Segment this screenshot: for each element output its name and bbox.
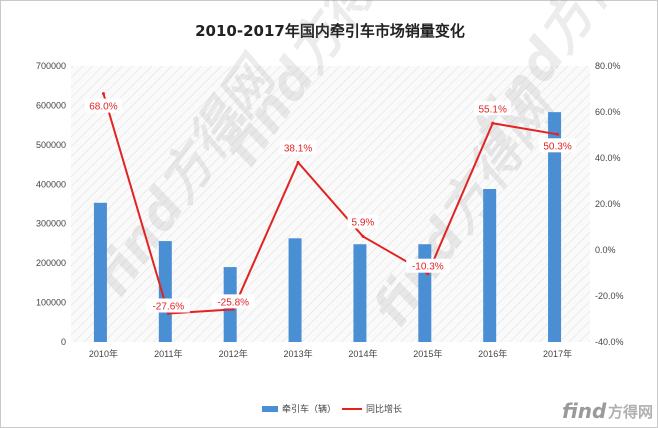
line-point xyxy=(166,311,170,315)
data-label-box xyxy=(146,298,190,313)
logo: find 方得网 xyxy=(562,399,653,423)
bar xyxy=(548,112,562,342)
data-label: -25.8% xyxy=(217,297,249,308)
data-label-box xyxy=(84,98,122,113)
right-tick-label: 60.0% xyxy=(595,107,621,117)
bar xyxy=(353,244,367,342)
right-tick-label: 40.0% xyxy=(595,153,621,163)
svg-text:find: find xyxy=(562,399,607,423)
data-labels: 68.0% -27.6% -25.8% 38.1% 5.9% -10.3% 55.1% 50.… xyxy=(84,98,577,313)
data-label: -27.6% xyxy=(152,301,184,312)
x-tick-label: 2014年 xyxy=(348,348,377,359)
data-label: 38.1% xyxy=(284,143,312,154)
bar xyxy=(483,189,497,342)
data-label: 50.3% xyxy=(543,141,571,152)
bar xyxy=(158,241,172,342)
x-axis: 2010年 2011年 2012年 2013年 2014年 2015年 2016年 2017年 xyxy=(89,348,572,359)
data-label: 5.9% xyxy=(352,217,375,228)
left-tick-label: 500000 xyxy=(36,140,66,150)
left-tick-label: 400000 xyxy=(36,179,66,189)
data-label-box xyxy=(347,214,379,229)
right-axis: -40.0% -20.0% 0.0% 20.0% 40.0% 60.0% 80.0% xyxy=(595,61,624,347)
data-label: -10.3% xyxy=(412,262,444,273)
data-label: 55.1% xyxy=(479,104,507,115)
line-point xyxy=(361,234,365,238)
line-point xyxy=(491,121,495,125)
right-tick-label: -20.0% xyxy=(595,291,624,301)
line-point xyxy=(296,160,300,164)
x-tick-label: 2016年 xyxy=(478,348,507,359)
left-tick-label: 200000 xyxy=(36,258,66,268)
x-tick-label: 2015年 xyxy=(413,348,442,359)
legend-label-line: 同比增长 xyxy=(366,403,402,415)
left-tick-label: 700000 xyxy=(36,61,66,71)
growth-line xyxy=(102,93,558,315)
right-tick-label: 20.0% xyxy=(595,199,621,209)
line-point xyxy=(426,272,430,276)
svg-text:方得网: 方得网 xyxy=(608,403,653,421)
x-tick-label: 2012年 xyxy=(219,348,248,359)
x-tick-label: 2013年 xyxy=(284,348,313,359)
bar xyxy=(93,202,107,342)
left-tick-label: 100000 xyxy=(36,298,66,308)
data-label-box xyxy=(406,258,450,273)
legend-swatch-bar xyxy=(262,406,278,412)
legend: 牵引车（辆） 同比增长 xyxy=(262,403,402,415)
left-tick-label: 0 xyxy=(61,337,66,347)
left-tick-label: 300000 xyxy=(36,219,66,229)
data-label-box xyxy=(474,101,512,116)
line-point xyxy=(101,92,105,96)
data-label-box xyxy=(539,138,577,153)
chart-title: 2010-2017年国内牵引车市场销量变化 xyxy=(195,22,465,40)
x-tick-label: 2017年 xyxy=(543,348,572,359)
left-axis: 0 100000 200000 300000 400000 500000 600000 700… xyxy=(36,61,66,347)
legend-label-bar: 牵引车（辆） xyxy=(282,403,336,415)
left-tick-label: 600000 xyxy=(36,100,66,110)
data-label: 68.0% xyxy=(89,102,117,113)
bar xyxy=(288,238,302,342)
x-tick-label: 2010年 xyxy=(89,348,118,359)
line-point xyxy=(231,307,235,311)
x-tick-label: 2011年 xyxy=(154,348,182,359)
right-tick-label: 0.0% xyxy=(595,245,616,255)
right-tick-label: -40.0% xyxy=(595,337,624,347)
data-label-box xyxy=(211,294,255,309)
right-tick-label: 80.0% xyxy=(595,61,621,71)
line-series xyxy=(101,92,560,315)
data-label-box xyxy=(279,140,317,155)
line-point xyxy=(556,132,560,136)
